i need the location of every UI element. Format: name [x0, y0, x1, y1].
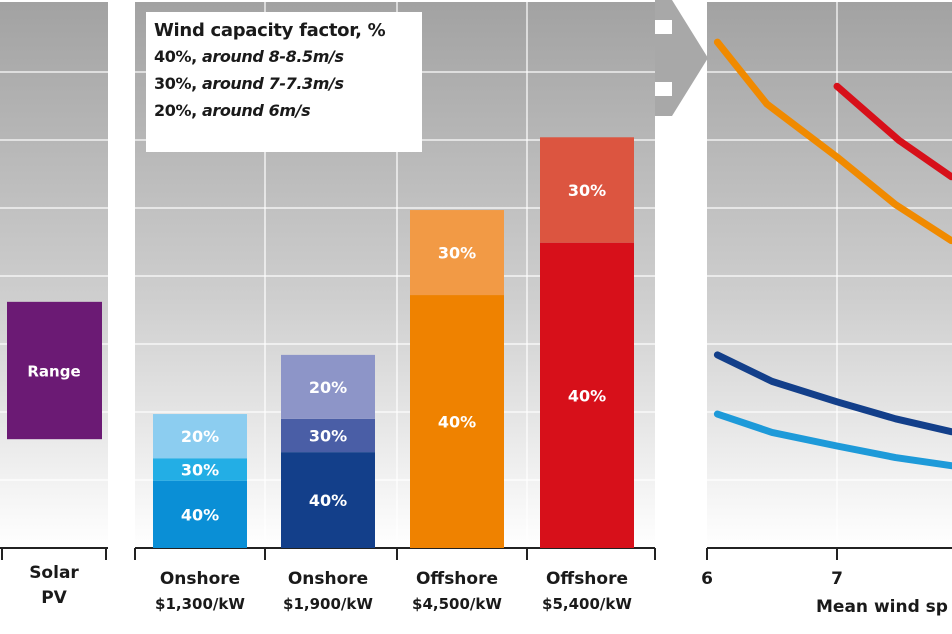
legend: Wind capacity factor, % 40%, around 8-8.… — [146, 12, 422, 152]
category-label: Offshore — [546, 569, 628, 589]
category-label: Onshore — [288, 569, 368, 589]
legend-desc: around 8-8.5m/s — [201, 47, 344, 66]
category-label: PV — [41, 588, 67, 608]
arrow-icon — [655, 34, 673, 82]
bar-segment-label: 40% — [309, 491, 347, 510]
legend-entry: 20%, around 6m/s — [154, 101, 414, 120]
plot-panel — [707, 2, 952, 548]
legend-title: Wind capacity factor, % — [154, 20, 386, 41]
legend-pct: 40%, — [154, 47, 197, 66]
legend-desc: around 6m/s — [201, 101, 311, 120]
legend-pct: 20%, — [154, 101, 197, 120]
category-label: Onshore — [160, 569, 240, 589]
bar-segment — [540, 242, 634, 548]
bar-segment-label: 30% — [309, 426, 347, 445]
bar-segment — [153, 414, 247, 459]
series-line — [833, 82, 952, 181]
series-line — [713, 351, 952, 436]
bar-segment-label: 40% — [438, 413, 476, 432]
bar-segment-label: 30% — [568, 181, 606, 200]
bar-segment — [410, 210, 504, 296]
bar-segment — [153, 480, 247, 548]
x-tick-label: 6 — [701, 569, 713, 589]
series-line — [713, 38, 952, 245]
bar-segment-label: 30% — [181, 460, 219, 479]
bar-segment-label: 40% — [568, 386, 606, 405]
series-line — [713, 410, 952, 470]
bar-segment — [281, 418, 375, 453]
bar-segment — [540, 137, 634, 243]
bar-segment-label: 30% — [438, 244, 476, 263]
category-label: Offshore — [416, 569, 498, 589]
solar-range-bar — [7, 301, 102, 440]
category-label: $1,900/kW — [283, 595, 373, 613]
bar-segment-label: 20% — [309, 378, 347, 397]
plot-panel — [0, 2, 108, 548]
bar-segment — [281, 452, 375, 548]
solar-range-label: Range — [27, 363, 80, 381]
category-label: $5,400/kW — [542, 595, 632, 613]
x-tick-label: 7 — [831, 569, 843, 589]
legend-entry: 30%, around 7-7.3m/s — [154, 74, 414, 93]
legend-pct: 30%, — [154, 74, 197, 93]
bar-segment-label: 20% — [181, 427, 219, 446]
bar-segment — [153, 458, 247, 481]
category-label: Solar — [29, 563, 79, 583]
legend-entry: 40%, around 8-8.5m/s — [154, 47, 414, 66]
bar-segment — [281, 354, 375, 419]
legend-desc: around 7-7.3m/s — [201, 74, 344, 93]
x-axis-label: Mean wind sp — [816, 597, 948, 617]
arrow-icon — [655, 0, 708, 116]
bar-segment-label: 40% — [181, 505, 219, 524]
category-label: $4,500/kW — [412, 595, 502, 613]
bar-segment — [410, 295, 504, 548]
category-label: $1,300/kW — [155, 595, 245, 613]
